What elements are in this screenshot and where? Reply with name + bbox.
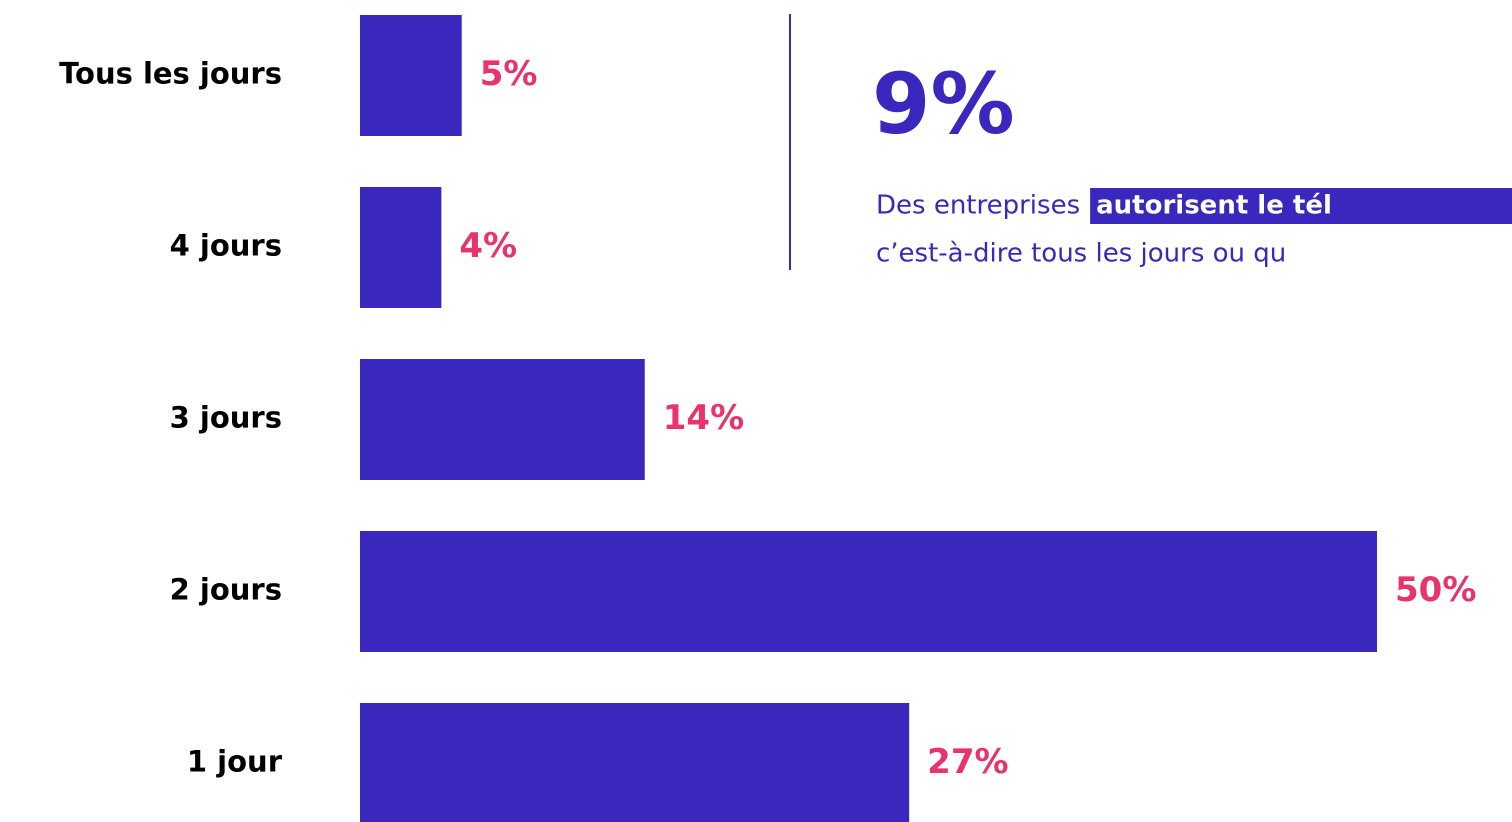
value-label: 5% <box>480 54 538 94</box>
category-label: 3 jours <box>170 401 282 435</box>
annotation-headline: 9% <box>872 55 1015 153</box>
value-label: 50% <box>1395 570 1476 610</box>
bar <box>360 531 1377 652</box>
category-label: Tous les jours <box>59 57 282 91</box>
bar <box>360 359 645 480</box>
bar <box>360 15 462 136</box>
annotation-line1: Des entreprises <box>876 191 1080 221</box>
annotation-line2: c’est-à-dire tous les jours ou qu <box>876 239 1286 269</box>
value-label: 4% <box>459 226 517 266</box>
value-label: 27% <box>927 742 1008 782</box>
category-label: 4 jours <box>170 229 282 263</box>
category-label: 1 jour <box>187 745 283 779</box>
bar <box>360 187 442 308</box>
category-label: 2 jours <box>170 573 282 607</box>
value-label: 14% <box>663 398 744 438</box>
bar <box>360 703 910 822</box>
annotation-highlight: autorisent le tél <box>1096 191 1332 221</box>
annotation-highlight-box <box>1090 188 1512 224</box>
